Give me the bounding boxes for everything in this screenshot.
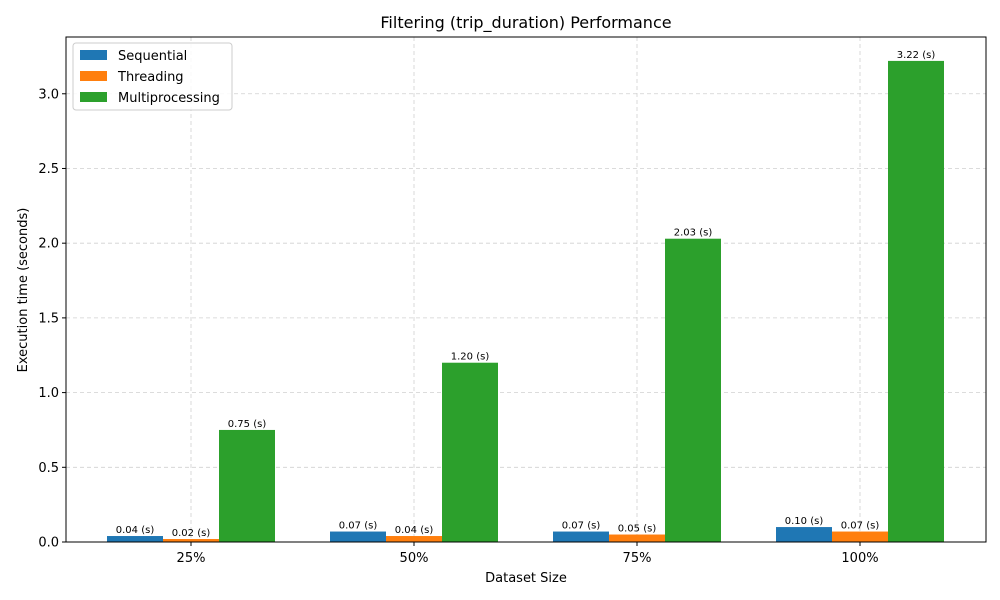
bar-sequential-75pct — [553, 531, 609, 542]
bar-sequential-100pct — [776, 527, 832, 542]
bar-multiprocessing-25pct — [219, 429, 275, 542]
bar-multiprocessing-50pct — [442, 362, 498, 542]
legend-swatch — [80, 92, 107, 102]
x-axis-title: Dataset Size — [485, 571, 567, 586]
y-axis-title: Execution time (seconds) — [16, 208, 31, 373]
legend-entry: Multiprocessing — [118, 91, 220, 106]
data-label: 0.02 (s) — [172, 528, 211, 539]
data-label: 0.07 (s) — [562, 521, 601, 532]
bar-threading-100pct — [832, 531, 888, 542]
x-tick-label: 75% — [623, 551, 652, 566]
data-labels: 0.04 (s) 0.07 (s) 0.07 (s) 0.10 (s) 0.02 (s)… — [116, 50, 936, 539]
bar-sequential-25pct — [107, 536, 163, 542]
y-tick-label: 0.0 — [38, 536, 59, 551]
data-label: 0.75 (s) — [228, 419, 267, 430]
legend: Sequential Threading Multiprocessing — [72, 42, 233, 111]
bar-threading-50pct — [386, 536, 442, 542]
x-tick-label: 50% — [400, 551, 429, 566]
data-label: 1.20 (s) — [451, 352, 490, 363]
y-tick-label: 0.5 — [38, 461, 59, 476]
data-label: 0.10 (s) — [785, 516, 824, 527]
legend-swatch — [80, 71, 107, 81]
bar-threading-25pct — [163, 539, 219, 542]
bar-threading-75pct — [609, 534, 665, 542]
legend-box — [72, 42, 233, 111]
y-tick-label: 1.0 — [38, 386, 59, 401]
bar-sequential-50pct — [330, 531, 386, 542]
bar-multiprocessing-100pct — [888, 60, 944, 542]
data-label: 0.07 (s) — [841, 521, 880, 532]
data-label: 0.07 (s) — [339, 521, 378, 532]
data-label: 0.05 (s) — [618, 524, 657, 535]
data-label: 0.04 (s) — [395, 525, 434, 536]
data-label: 3.22 (s) — [897, 50, 936, 61]
axes: 0.0 0.5 1.0 1.5 2.0 2.5 3.0 25% 50% 75% 100% — [38, 36, 987, 566]
data-label: 2.03 (s) — [674, 228, 713, 239]
y-tick-label: 2.5 — [38, 162, 59, 177]
y-tick-label: 1.5 — [38, 311, 59, 326]
plot-frame — [65, 36, 987, 543]
x-tick-label: 25% — [177, 551, 206, 566]
chart-title: Filtering (trip_duration) Performance — [380, 13, 671, 33]
x-tick-label: 100% — [841, 551, 878, 566]
bar-multiprocessing-75pct — [665, 238, 721, 543]
grid-lines — [66, 37, 986, 543]
legend-swatch — [80, 50, 107, 60]
legend-entry: Sequential — [118, 49, 187, 64]
bars — [107, 60, 944, 543]
y-tick-label: 3.0 — [38, 87, 59, 102]
data-label: 0.04 (s) — [116, 525, 155, 536]
legend-entry: Threading — [117, 70, 184, 85]
y-tick-label: 2.0 — [38, 237, 59, 252]
